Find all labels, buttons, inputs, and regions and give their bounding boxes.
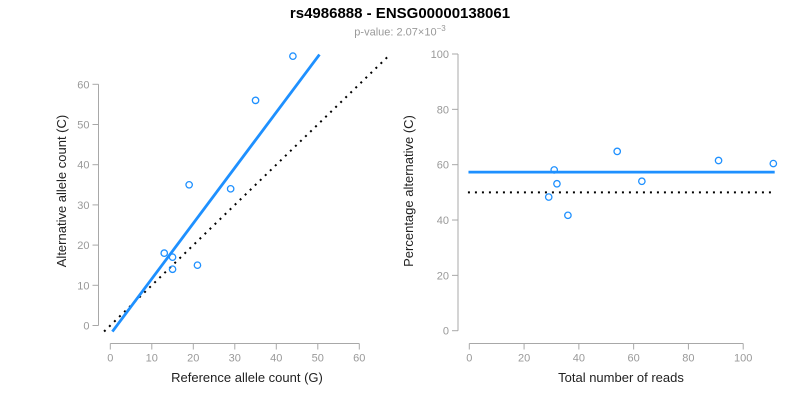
- y-tick-label: 100: [431, 49, 449, 61]
- data-point: [613, 147, 622, 156]
- x-tick-label: 60: [628, 353, 640, 365]
- data-point: [251, 96, 260, 105]
- percentage-panel: 0 20 40 60 80 100 0 20 40 60 80 100 Total number of …: [401, 49, 778, 385]
- y-tick-label: 50: [77, 120, 89, 132]
- x-tick-label: 40: [270, 353, 282, 365]
- data-point: [564, 211, 572, 220]
- y-tick-label: 80: [437, 104, 449, 116]
- regression-line: [111, 53, 321, 333]
- x-tick-label: 60: [353, 353, 365, 365]
- y-tick-label: 60: [437, 160, 449, 172]
- y-tick-label: 0: [83, 321, 89, 333]
- y-tick-label: 40: [437, 215, 449, 227]
- y-tick-label: 60: [77, 79, 89, 91]
- pvalue-exponent: −3: [436, 24, 446, 33]
- identity-line: [103, 53, 392, 333]
- y-tick-label: 10: [77, 280, 89, 292]
- data-point: [160, 249, 169, 257]
- data-point: [769, 159, 778, 168]
- y-axis-label: Percentage alternative (C): [401, 115, 416, 267]
- x-tick-label: 0: [466, 353, 472, 365]
- pvalue-text: p-value: 2.07×10: [354, 26, 437, 39]
- x-axis-label: Reference allele count (G): [171, 370, 323, 385]
- data-point: [226, 184, 235, 193]
- data-point: [638, 177, 646, 186]
- data-point: [168, 265, 177, 274]
- data-point: [168, 253, 177, 262]
- figure-subtitle: p-value: 2.07×10−3: [0, 24, 800, 39]
- data-point: [553, 179, 561, 188]
- x-tick-label: 20: [187, 353, 199, 365]
- y-tick-label: 40: [77, 160, 89, 172]
- x-axis-label: Total number of reads: [558, 370, 684, 385]
- x-tick-label: 50: [312, 353, 324, 365]
- x-tick-label: 100: [734, 353, 752, 365]
- x-tick-label: 0: [107, 353, 113, 365]
- y-tick-label: 20: [77, 240, 89, 252]
- x-tick-label: 10: [146, 353, 158, 365]
- y-tick-label: 20: [437, 270, 449, 282]
- y-tick-label: 30: [77, 200, 89, 212]
- data-point: [714, 156, 723, 165]
- data-point: [544, 193, 553, 201]
- figure-title: rs4986888 - ENSG00000138061: [289, 5, 511, 22]
- data-point: [550, 166, 559, 174]
- allele-counts-panel: 0 10 20 30 40 50 60 0 10 20 30 40 50 60 Reference alle…: [54, 52, 392, 385]
- data-point: [185, 180, 193, 189]
- y-axis-label: Alternative allele count (C): [54, 115, 69, 267]
- x-tick-label: 80: [682, 353, 694, 365]
- data-point: [289, 52, 297, 61]
- x-tick-label: 20: [518, 353, 530, 365]
- y-tick-label: 0: [443, 326, 449, 338]
- x-tick-label: 30: [229, 353, 241, 365]
- x-tick-label: 40: [573, 353, 585, 365]
- data-point: [193, 261, 202, 270]
